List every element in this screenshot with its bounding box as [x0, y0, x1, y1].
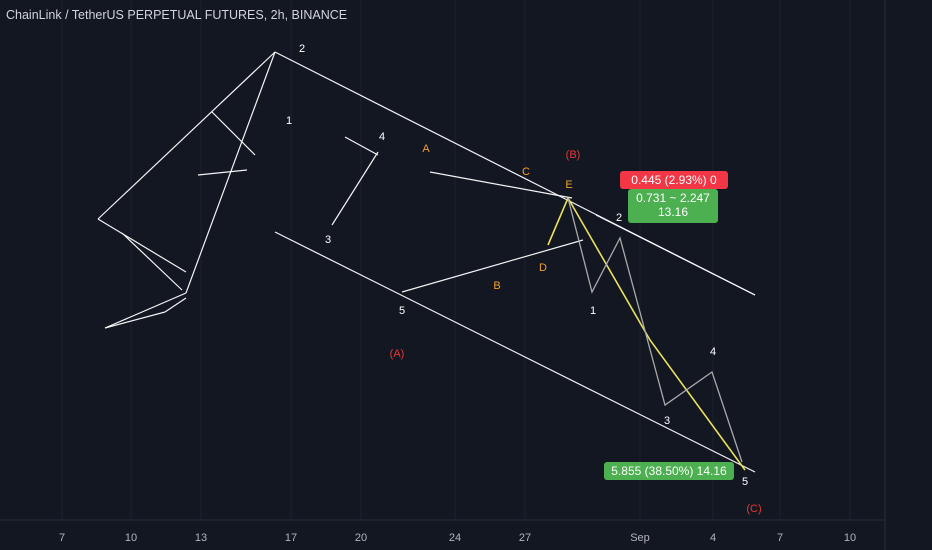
- trend-line: [401, 239, 584, 293]
- time-tick-label: 24: [449, 532, 461, 544]
- trend-line: [121, 232, 183, 291]
- ratio-label-text: 0.731 ~ 2.247: [636, 191, 710, 205]
- trend-line: [331, 151, 379, 226]
- trend-line: [185, 51, 276, 294]
- trend-line: [429, 171, 573, 199]
- ratio-label-bg: [628, 189, 718, 223]
- trend-line: [104, 292, 187, 329]
- target-label-text: 5.855 (38.50%) 14.16: [611, 464, 727, 478]
- wave-label: (C): [746, 503, 761, 515]
- wave-label: 1: [590, 305, 596, 317]
- wave-label: 2: [299, 43, 305, 55]
- time-tick-label: 20: [355, 532, 367, 544]
- wave-label: 1: [286, 115, 292, 127]
- time-tick-label: 7: [59, 532, 65, 544]
- wave-label: (B): [566, 149, 581, 161]
- trend-line: [97, 218, 187, 273]
- trend-line: [595, 214, 756, 296]
- time-tick-label: 17: [285, 532, 297, 544]
- grid: [61, 0, 851, 520]
- time-tick-label: 4: [710, 532, 716, 544]
- wave-label: 5: [399, 305, 405, 317]
- wave-label: C: [522, 166, 530, 178]
- wave-label: (A): [390, 348, 405, 360]
- trend-line: [104, 311, 166, 329]
- wave-label: E: [565, 179, 572, 191]
- trend-line: [164, 297, 187, 313]
- price-axis[interactable]: 22.00020.00018.00016.00013.00012.00011.0…: [884, 0, 928, 550]
- chart-title: ChainLink / TetherUS PERPETUAL FUTURES, …: [6, 8, 348, 22]
- time-tick-label: 7: [777, 532, 783, 544]
- stop-label-bg: [620, 171, 728, 189]
- alt-path: [567, 197, 743, 463]
- time-tick-label: Sep: [630, 532, 650, 544]
- wave-label: 5: [742, 476, 748, 488]
- drawing-lines: [97, 51, 756, 473]
- wave-label: 4: [710, 346, 716, 358]
- trend-line: [197, 169, 248, 176]
- time-tick-label: 13: [195, 532, 207, 544]
- trend-line: [97, 51, 276, 220]
- target-label-bg: [604, 462, 734, 480]
- trend-line: [274, 231, 756, 473]
- time-tick-label: 10: [844, 532, 856, 544]
- trend-line: [344, 136, 379, 156]
- wave-label: 3: [664, 415, 670, 427]
- trend-line: [211, 111, 256, 156]
- wave-label: D: [539, 262, 547, 274]
- time-tick-label: 27: [519, 532, 531, 544]
- time-axis[interactable]: 7 10 13 17 20 24 27 Sep 4 7 10: [0, 519, 885, 544]
- time-tick-label: 10: [125, 532, 137, 544]
- projection-path: [547, 196, 746, 471]
- wave-label: 3: [325, 234, 331, 246]
- wave-label: B: [493, 280, 500, 292]
- wave-label: 4: [379, 131, 385, 143]
- ratio-label-text: 13.16: [658, 205, 688, 219]
- wave-label: A: [422, 143, 430, 155]
- wave-label: 2: [616, 212, 622, 224]
- stop-label-text: 0.445 (2.93%) 0: [631, 173, 717, 187]
